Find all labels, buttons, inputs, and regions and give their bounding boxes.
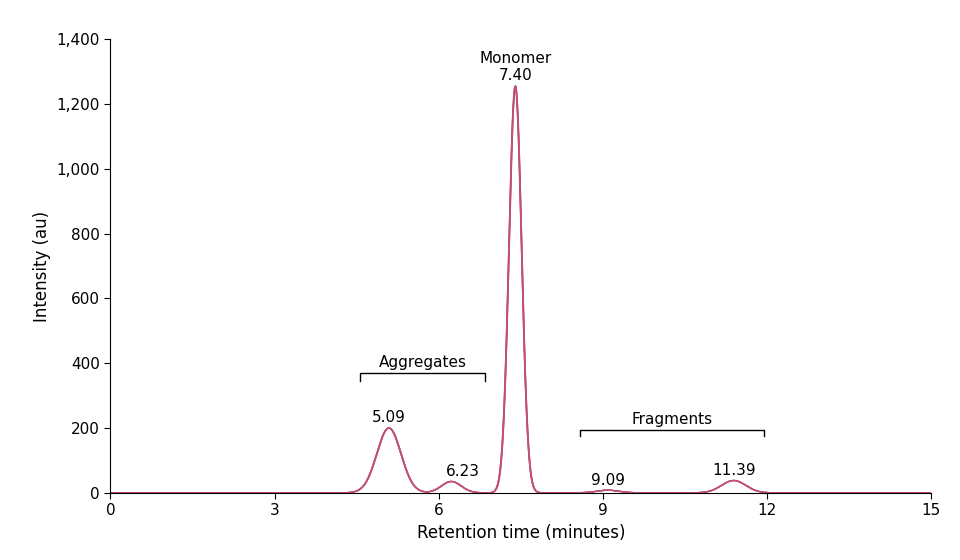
Y-axis label: Intensity (au): Intensity (au) [33, 211, 51, 321]
Text: 9.09: 9.09 [590, 473, 625, 488]
Text: 11.39: 11.39 [712, 463, 756, 478]
Text: 5.09: 5.09 [372, 410, 406, 426]
Text: Monomer
7.40: Monomer 7.40 [479, 50, 551, 83]
Text: Aggregates: Aggregates [379, 356, 467, 370]
Text: Fragments: Fragments [632, 412, 712, 427]
Text: 6.23: 6.23 [446, 464, 480, 479]
X-axis label: Retention time (minutes): Retention time (minutes) [417, 524, 625, 542]
